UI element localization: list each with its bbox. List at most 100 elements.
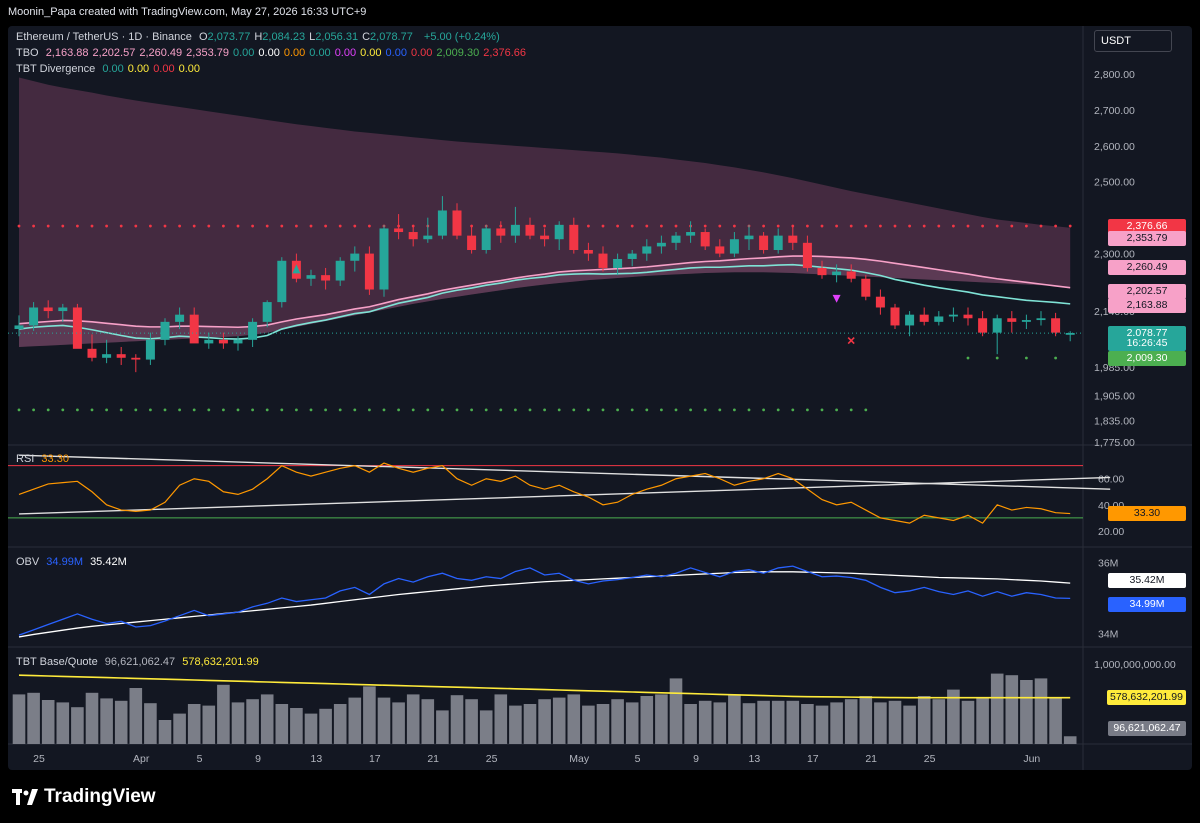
candle-body (963, 314, 973, 319)
base-quote-volume: 96,621,062.47 (104, 656, 176, 668)
axis-value-tag: 2,376.66 (1108, 218, 1186, 234)
candle-body (248, 321, 258, 340)
volume-bar (990, 673, 1004, 744)
rsi-legend[interactable]: RSI 33.30 (16, 453, 73, 465)
sell-signal-marker (832, 294, 841, 303)
candle-body (379, 228, 389, 290)
resistance-dot (776, 224, 780, 228)
volume-bar (173, 713, 186, 744)
candle-body (510, 224, 520, 236)
axis-value-tag: 16:26:45 (1108, 335, 1186, 351)
resistance-dot (981, 224, 984, 228)
volume-bar (903, 705, 916, 744)
chart-canvas[interactable]: 2,800.00 2,700.00 2,600.00 2,500.00 2,300.00… (8, 26, 1192, 770)
symbol-legend[interactable]: Ethereum / TetherUS · 1D · Binance O2,07… (16, 31, 504, 43)
volume-bar (129, 688, 143, 744)
support-dot (528, 408, 532, 412)
candle-body (948, 314, 958, 317)
tbo-inner-band (19, 256, 1071, 347)
symbol-name[interactable]: Ethereum / TetherUS · 1D · Binance (16, 31, 192, 43)
indicator-value: 0.00 (283, 47, 306, 59)
rsi-name[interactable]: RSI (16, 453, 35, 465)
resistance-dot (251, 224, 255, 228)
resistance-dot (762, 224, 765, 228)
support-dot (46, 408, 50, 412)
resistance-dot (937, 224, 941, 228)
axis-value-tag: 2,163.88 (1108, 297, 1186, 313)
candle-body (364, 253, 374, 290)
support-dot (382, 408, 386, 412)
resistance-dot (178, 224, 182, 228)
candle-body (773, 235, 783, 250)
time-tick-label: 9 (693, 753, 699, 765)
obv-tick-label: 36M (1098, 558, 1118, 570)
resistance-dot (543, 224, 546, 228)
resistance-dot (835, 224, 838, 228)
volume-bar (392, 702, 405, 744)
resistance-dot (587, 224, 590, 228)
divergence-name[interactable]: TBT Divergence (16, 63, 96, 75)
divergence-legend[interactable]: TBT Divergence 0.00 0.00 0.00 0.00 (16, 63, 208, 75)
candle-body (408, 232, 418, 240)
candle-body (175, 314, 185, 322)
candle-body (102, 354, 112, 358)
support-dot (134, 408, 138, 412)
support-dot (718, 408, 722, 412)
support-dot (17, 408, 21, 412)
candle-body (1051, 318, 1061, 333)
obv-ma-value: 35.42M (90, 556, 127, 568)
price-tick-label: 1,835.00 (1094, 416, 1135, 428)
resistance-dot (207, 224, 211, 228)
candle-body (919, 314, 929, 322)
tbo-legend[interactable]: TBO 2,163.88 2,202.57 2,260.49 2,353.79 0.00… (16, 47, 534, 59)
resistance-dot (119, 224, 123, 228)
support-dot (572, 408, 576, 412)
volume-bar (406, 694, 420, 744)
support-dot (514, 408, 517, 412)
volume-bar (333, 704, 347, 744)
resistance-dot (908, 224, 911, 228)
currency-button[interactable]: USDT (1094, 30, 1172, 52)
exit-x-marker (847, 336, 855, 345)
volume-bar (71, 707, 84, 744)
support-dot (397, 408, 400, 412)
resistance-dot (864, 224, 868, 228)
volume-bar (801, 704, 814, 744)
support-dot (368, 408, 371, 412)
indicator-value: 2,163.88 (45, 47, 89, 59)
candle-body (627, 253, 637, 259)
candle-body (642, 246, 652, 254)
indicator-value: 0.00 (178, 63, 201, 75)
indicator-value: 0.00 (410, 47, 433, 59)
obv-legend[interactable]: OBV 34.99M 35.42M (16, 556, 131, 568)
base-quote-name[interactable]: TBT Base/Quote (16, 656, 98, 668)
volume-bar (757, 700, 770, 744)
axis-value-tag: 35.42M (1108, 572, 1186, 588)
rsi-tick-label: 20.00 (1098, 526, 1124, 538)
support-dot (32, 408, 35, 412)
support-dot (441, 408, 444, 412)
volume-bar (830, 702, 843, 744)
chart-area[interactable]: 2,800.00 2,700.00 2,600.00 2,500.00 2,300.00… (8, 26, 1192, 770)
support-dot (324, 408, 327, 412)
base-quote-legend[interactable]: TBT Base/Quote 96,621,062.47 578,632,201… (16, 656, 263, 668)
tradingview-brand[interactable]: TradingView (12, 786, 156, 808)
candle-body (1007, 318, 1017, 322)
obv-name[interactable]: OBV (16, 556, 40, 568)
volume-bar (961, 700, 975, 744)
resistance-dot (61, 224, 65, 228)
candle-body (306, 275, 316, 279)
time-tick-label: 17 (807, 753, 819, 765)
support-dot (966, 356, 970, 360)
resistance-dot (105, 224, 108, 228)
volume-bar (713, 702, 727, 744)
candle-body (686, 232, 696, 236)
indicator-value: 0.00 (127, 63, 150, 75)
price-tick-label: 2,300.00 (1094, 249, 1135, 261)
tbo-name[interactable]: TBO (16, 47, 39, 59)
support-dot (776, 408, 780, 412)
volume-bar (728, 694, 741, 744)
time-tick-label: 21 (427, 753, 439, 765)
ohlc-value: 2,056.31 (315, 31, 359, 43)
candle-body (744, 235, 754, 240)
